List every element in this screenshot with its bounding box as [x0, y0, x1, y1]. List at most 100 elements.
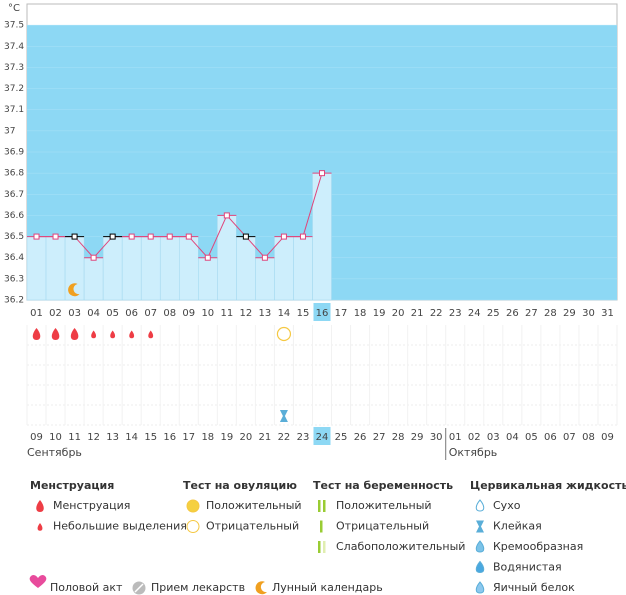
date-label: 25	[335, 432, 348, 443]
x-tick-label: 29	[563, 308, 576, 319]
x-tick-label: 06	[125, 308, 138, 319]
x-tick-label: 23	[449, 308, 462, 319]
date-label: 05	[525, 432, 538, 443]
legend-test	[320, 520, 323, 533]
temp-fill	[102, 236, 123, 301]
date-label: 07	[563, 432, 576, 443]
temp-fill	[217, 215, 237, 301]
date-label: 08	[582, 432, 595, 443]
legend-test	[318, 500, 321, 512]
point	[33, 233, 40, 240]
x-tick-label: 31	[601, 308, 614, 319]
x-tick-label: 09	[182, 308, 195, 319]
heart-icon	[29, 574, 47, 588]
legend-circle	[186, 520, 200, 533]
point	[90, 254, 97, 261]
point	[147, 233, 154, 240]
point	[52, 233, 59, 240]
temp-fill	[159, 236, 180, 301]
temp-fill	[236, 236, 256, 301]
date-label: 11	[68, 432, 81, 443]
x-tick-label: 26	[506, 308, 519, 319]
legend-label: Положительный	[206, 499, 302, 512]
x-tick-label: 18	[354, 308, 367, 319]
y-tick-label: 37.1	[4, 105, 24, 115]
x-tick-label: 19	[373, 308, 386, 319]
x-tick-label: 13	[259, 308, 272, 319]
legend-label: Менструация	[53, 499, 130, 512]
temp-fill	[64, 236, 85, 301]
legend-fluid	[475, 581, 485, 594]
x-tick-label: 22	[430, 308, 443, 319]
legend-label: Отрицательный	[206, 520, 299, 533]
date-label: 18	[201, 432, 214, 443]
point	[261, 254, 268, 261]
legend-test	[318, 541, 321, 553]
temp-fill	[45, 236, 66, 301]
legend-label: Половой акт	[50, 581, 123, 594]
temp-fill	[198, 257, 218, 301]
legend-heading: Менструация	[30, 479, 114, 492]
y-tick-label: 36.3	[4, 274, 24, 284]
date-label: 09	[601, 432, 614, 443]
legend-test	[323, 500, 326, 512]
drop-heavy	[70, 328, 79, 340]
date-label: 21	[259, 432, 272, 443]
x-tick-label: 20	[392, 308, 405, 319]
date-label: 06	[544, 432, 557, 443]
x-tick-label: 08	[163, 308, 176, 319]
drop-light	[148, 330, 154, 339]
legend-label: Слабоположительный	[336, 540, 465, 553]
date-label: 04	[506, 432, 519, 443]
legend-label: Отрицательный	[336, 520, 429, 533]
point	[71, 233, 78, 240]
legend-fluid	[475, 540, 485, 553]
point	[166, 233, 173, 240]
x-tick-label: 03	[68, 308, 81, 319]
legend-sticky	[476, 520, 484, 533]
y-tick-label: 37.3	[4, 63, 24, 73]
pill-mark	[134, 583, 144, 593]
y-tick-label: 36.8	[4, 169, 24, 179]
temp-fill	[293, 236, 313, 301]
x-tick-label: 27	[525, 308, 538, 319]
legend-label: Сухо	[493, 499, 521, 512]
y-tick-label: 36.5	[4, 232, 24, 242]
date-label: 15	[144, 432, 157, 443]
date-label: 22	[278, 432, 291, 443]
legend-heading: Тест на овуляцию	[183, 479, 297, 492]
legend-label: Клейкая	[493, 520, 542, 533]
legend-fluid	[475, 499, 485, 512]
drop-light	[129, 330, 135, 339]
y-tick-label: 36.7	[4, 190, 24, 200]
legend-test	[323, 541, 326, 553]
date-label: 27	[373, 432, 386, 443]
temp-fill	[140, 236, 161, 301]
legend-drop	[36, 500, 44, 512]
date-label: 13	[106, 432, 119, 443]
moon-icon	[68, 283, 80, 297]
date-label: 29	[411, 432, 424, 443]
y-tick-label: 36.2	[4, 296, 24, 306]
legend-label: Яичный белок	[493, 581, 575, 594]
sticky-icon	[279, 410, 288, 422]
y-tick-label: 37	[4, 126, 15, 136]
temp-fill	[179, 236, 199, 301]
x-tick-label: 21	[411, 308, 424, 319]
legend-heading: Тест на беременность	[313, 479, 453, 492]
point	[223, 212, 230, 219]
legend-label: Прием лекарств	[151, 581, 245, 594]
highlight-box	[313, 303, 331, 321]
point	[299, 233, 306, 240]
date-label: 10	[49, 432, 62, 443]
x-tick-label: 16	[316, 308, 329, 319]
legend-label: Кремообразная	[493, 540, 583, 553]
date-label: 23	[297, 432, 310, 443]
date-label: 30	[430, 432, 443, 443]
legend-moon	[255, 581, 267, 595]
x-tick-label: 15	[297, 308, 310, 319]
legend-fluid	[475, 560, 485, 574]
date-label: 09	[30, 432, 43, 443]
temp-fill	[26, 236, 47, 301]
